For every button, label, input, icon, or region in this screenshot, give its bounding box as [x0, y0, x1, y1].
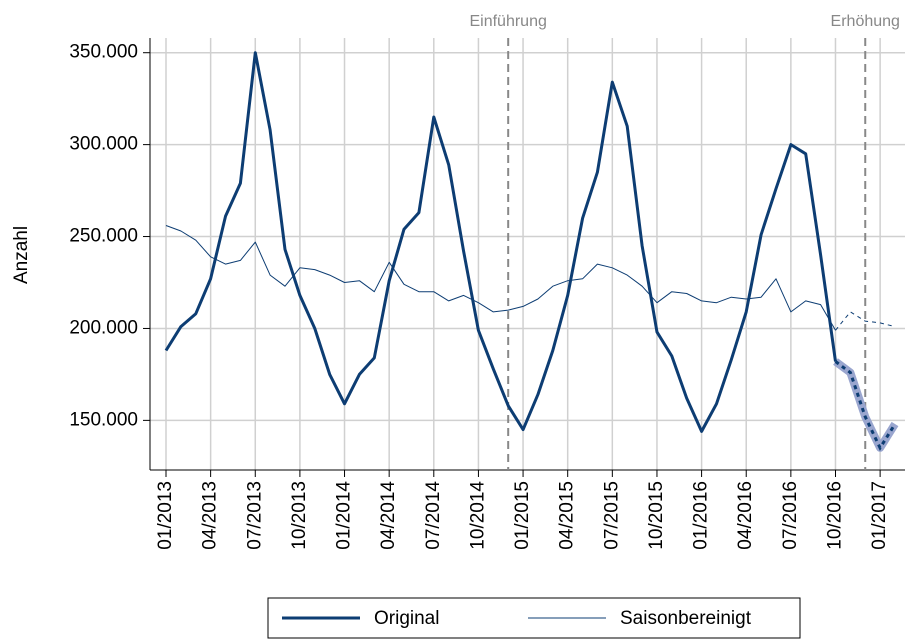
x-tick-label: 10/2014 [467, 481, 488, 550]
series-line [165, 225, 836, 331]
y-tick-label: 150.000 [69, 409, 138, 430]
x-tick-label: 07/2014 [423, 481, 444, 550]
x-tick-label: 01/2017 [869, 481, 890, 550]
legend-label: Saisonbereinigt [620, 608, 752, 629]
forecast-line [834, 360, 897, 452]
x-tick-label: 07/2015 [601, 481, 622, 550]
event-label: Erhöhung [831, 13, 900, 30]
x-tick-label: 10/2015 [646, 481, 667, 550]
legend-label: Original [374, 608, 439, 629]
x-tick-label: 07/2013 [244, 481, 265, 550]
x-tick-label: 10/2016 [825, 481, 846, 550]
y-tick-label: 300.000 [69, 134, 138, 155]
x-tick-label: 07/2016 [780, 481, 801, 550]
x-tick-label: 01/2016 [691, 481, 712, 550]
x-tick-label: 04/2015 [557, 481, 578, 550]
x-tick-label: 04/2013 [200, 481, 221, 550]
x-tick-label: 04/2014 [378, 481, 399, 550]
forecast-line [835, 311, 896, 331]
series-line [164, 51, 837, 433]
y-tick-label: 200.000 [69, 317, 138, 338]
x-tick-label: 01/2013 [155, 481, 176, 550]
x-tick-label: 01/2014 [334, 481, 355, 550]
x-tick-label: 04/2016 [735, 481, 756, 550]
event-label: Einführung [469, 13, 546, 30]
x-tick-label: 01/2015 [512, 481, 533, 550]
x-tick-label: 10/2013 [289, 481, 310, 550]
y-tick-label: 350.000 [69, 42, 138, 63]
y-tick-label: 250.000 [69, 226, 138, 247]
y-axis-label: Anzahl [11, 226, 32, 284]
